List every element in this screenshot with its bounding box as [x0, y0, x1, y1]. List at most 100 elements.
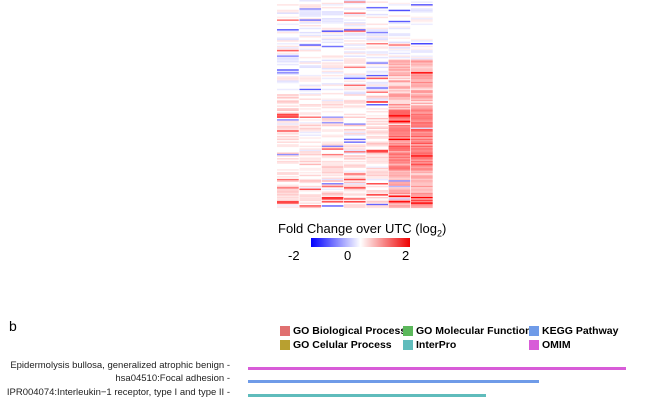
heatmap-cell	[410, 199, 433, 202]
heatmap-cell	[343, 15, 366, 17]
heatmap-cell	[410, 203, 433, 206]
heatmap-cell	[366, 97, 389, 99]
heatmap-cell	[277, 199, 299, 202]
heatmap-cell	[388, 145, 411, 148]
heatmap-cell	[277, 69, 299, 71]
heatmap-cell	[388, 27, 411, 30]
heatmap-cell	[321, 30, 344, 32]
heatmap-cell	[366, 135, 389, 138]
heatmap-cell	[277, 19, 299, 21]
heatmap-cell	[277, 29, 299, 31]
heatmap-cell	[343, 34, 366, 37]
heatmap-cell	[410, 99, 433, 102]
heatmap-cell	[277, 178, 299, 181]
heatmap-cell	[388, 119, 411, 121]
heatmap-cell	[299, 151, 322, 153]
heatmap-cell	[366, 167, 389, 170]
heatmap-cell	[343, 106, 366, 109]
heatmap-cell	[343, 187, 366, 189]
heatmap-cell	[410, 148, 433, 150]
heatmap-cell	[388, 181, 411, 184]
heatmap-cell	[410, 149, 433, 152]
heatmap-cell	[366, 98, 389, 100]
heatmap-cell	[410, 74, 433, 77]
heatmap-cell	[388, 4, 411, 6]
heatmap-cell	[366, 38, 389, 41]
heatmap-cell	[410, 4, 433, 6]
heatmap-cell	[388, 94, 411, 96]
heatmap-cell	[343, 8, 366, 10]
heatmap-cell	[321, 184, 344, 186]
heatmap-cell	[277, 76, 299, 78]
heatmap-cell	[299, 163, 322, 166]
heatmap-cell	[299, 189, 322, 192]
heatmap-cell	[366, 153, 389, 156]
heatmap-cell	[410, 184, 433, 186]
heatmap-cell	[388, 195, 411, 198]
heatmap-cell	[410, 58, 433, 60]
heatmap-cell	[343, 165, 366, 167]
heatmap-cell	[321, 145, 344, 148]
heatmap-cell	[410, 201, 433, 203]
heatmap-cell	[388, 65, 411, 67]
heatmap-cell	[343, 196, 366, 199]
heatmap-cell	[410, 20, 433, 23]
heatmap-cell	[366, 176, 389, 178]
heatmap-cell	[388, 184, 411, 186]
heatmap-cell	[388, 180, 411, 182]
heatmap-cell	[388, 81, 411, 84]
heatmap-cell	[343, 152, 366, 155]
heatmap-cell	[299, 123, 322, 125]
heatmap-cell	[388, 130, 411, 132]
heatmap-cell	[277, 77, 299, 80]
heatmap-cell	[299, 187, 322, 189]
heatmap-cell	[410, 9, 433, 12]
heatmap-cell	[410, 138, 433, 141]
heatmap-cell	[343, 27, 366, 30]
heatmap-cell	[410, 87, 433, 89]
heatmap-cell	[388, 173, 411, 175]
heatmap-cell	[388, 159, 411, 161]
heatmap-cell	[366, 169, 389, 171]
heatmap-cell	[299, 22, 322, 24]
heatmap-cell	[366, 201, 389, 203]
heatmap-cell	[299, 174, 322, 177]
heatmap-cell	[343, 198, 366, 200]
heatmap-cell	[410, 128, 433, 131]
heatmap-cell	[277, 47, 299, 49]
heatmap-cell	[388, 61, 411, 63]
heatmap-cell	[366, 16, 389, 19]
heatmap-cell	[299, 24, 322, 27]
heatmap-cell	[321, 70, 344, 73]
heatmap-cell	[410, 166, 433, 168]
heatmap-cell	[321, 83, 344, 85]
heatmap-cell	[299, 188, 322, 191]
heatmap-cell	[343, 33, 366, 35]
term-label: Epidermolysis bullosa, generalized atrop…	[10, 360, 230, 371]
heatmap-cell	[299, 56, 322, 59]
heatmap-cell	[366, 30, 389, 32]
heatmap-cell	[366, 174, 389, 177]
heatmap-cell	[277, 203, 299, 206]
heatmap-cell	[321, 142, 344, 145]
heatmap-cell	[388, 140, 411, 142]
heatmap-cell	[343, 37, 366, 39]
heatmap-cell	[343, 145, 366, 148]
heatmap-cell	[321, 134, 344, 136]
heatmap-cell	[277, 94, 299, 96]
heatmap-cell	[321, 144, 344, 146]
heatmap-cell	[343, 29, 366, 31]
heatmap-cell	[343, 62, 366, 64]
heatmap-cell	[343, 206, 366, 209]
heatmap-cell	[366, 158, 389, 160]
heatmap-cell	[388, 116, 411, 118]
heatmap-cell	[366, 91, 389, 94]
heatmap-cell	[366, 152, 389, 155]
heatmap-cell	[366, 51, 389, 53]
heatmap-cell	[388, 109, 411, 112]
heatmap-cell	[366, 13, 389, 16]
heatmap-cell	[366, 117, 389, 120]
heatmap-cell	[366, 123, 389, 125]
heatmap-cell	[321, 199, 344, 202]
heatmap-cell	[277, 4, 299, 6]
